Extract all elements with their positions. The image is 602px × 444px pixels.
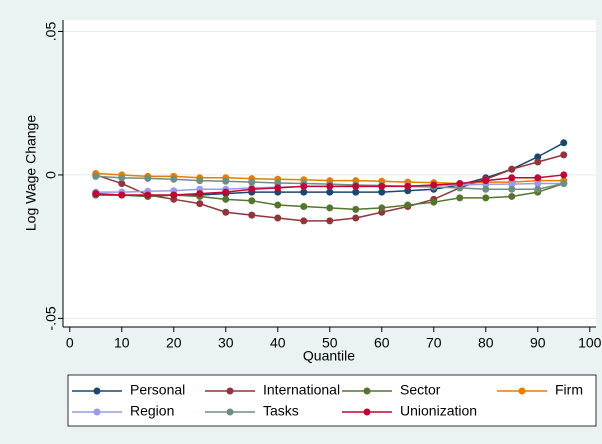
point <box>534 185 542 193</box>
point <box>508 180 516 188</box>
legend-marker <box>363 387 371 395</box>
legend-marker <box>363 408 371 416</box>
point <box>196 190 204 198</box>
x-tick-label: 80 <box>478 335 494 351</box>
x-tick-label: 20 <box>166 335 182 351</box>
point <box>326 204 334 212</box>
point <box>196 200 204 208</box>
legend-label: Unionization <box>400 403 477 419</box>
point <box>326 217 334 225</box>
legend-marker <box>518 387 526 395</box>
point <box>352 182 360 190</box>
legend-marker <box>226 387 234 395</box>
point <box>534 180 542 188</box>
point <box>248 185 256 193</box>
point <box>300 202 308 210</box>
x-tick-label: 100 <box>578 335 602 351</box>
point <box>482 194 490 202</box>
y-tick-label: -.05 <box>43 306 59 330</box>
point <box>378 182 386 190</box>
legend-label: Tasks <box>263 403 299 419</box>
point <box>560 171 568 179</box>
point <box>144 174 152 182</box>
point <box>118 180 126 188</box>
legend-marker <box>226 408 234 416</box>
point <box>404 201 412 209</box>
point <box>560 139 568 147</box>
point <box>534 153 542 161</box>
point <box>326 188 334 196</box>
x-tick-label: 0 <box>66 335 74 351</box>
legend-marker <box>93 387 101 395</box>
point <box>352 214 360 222</box>
point <box>352 188 360 196</box>
point <box>196 177 204 185</box>
point <box>170 191 178 199</box>
point <box>222 195 230 203</box>
point <box>378 188 386 196</box>
point <box>248 197 256 205</box>
point <box>118 191 126 199</box>
x-tick-label: 70 <box>426 335 442 351</box>
x-tick-label: 50 <box>322 335 338 351</box>
point <box>300 188 308 196</box>
point <box>482 177 490 185</box>
point <box>560 180 568 188</box>
x-tick-label: 30 <box>218 335 234 351</box>
y-tick-label: 0 <box>43 171 59 179</box>
point <box>482 185 490 193</box>
point <box>222 208 230 216</box>
point <box>248 178 256 186</box>
point <box>352 205 360 213</box>
point <box>404 182 412 190</box>
legend-label: Region <box>130 403 174 419</box>
point <box>222 177 230 185</box>
point <box>534 174 542 182</box>
point <box>326 182 334 190</box>
legend-box <box>67 374 597 427</box>
point <box>274 179 282 187</box>
point <box>92 190 100 198</box>
point <box>430 198 438 206</box>
point <box>274 201 282 209</box>
x-tick-label: 90 <box>530 335 546 351</box>
point <box>430 181 438 189</box>
point <box>118 174 126 182</box>
legend-label: International <box>263 382 340 398</box>
point <box>534 158 542 166</box>
legend-marker <box>93 408 101 416</box>
x-tick-label: 60 <box>374 335 390 351</box>
y-tick-label: .05 <box>43 22 59 42</box>
x-tick-label: 40 <box>270 335 286 351</box>
point <box>222 188 230 196</box>
point <box>300 217 308 225</box>
point <box>456 180 464 188</box>
point <box>508 185 516 193</box>
point <box>170 175 178 183</box>
point <box>92 172 100 180</box>
point <box>144 191 152 199</box>
point <box>248 211 256 219</box>
point <box>508 174 516 182</box>
point <box>508 165 516 173</box>
point <box>456 194 464 202</box>
point <box>378 204 386 212</box>
point <box>274 184 282 192</box>
point <box>300 182 308 190</box>
legend-label: Firm <box>555 382 583 398</box>
y-axis-title: Log Wage Change <box>23 115 39 231</box>
legend-label: Personal <box>130 382 185 398</box>
legend-label: Sector <box>400 382 441 398</box>
point <box>560 151 568 159</box>
point <box>508 192 516 200</box>
point <box>274 214 282 222</box>
plot-area <box>63 20 596 327</box>
x-axis-title: Quantile <box>303 348 355 364</box>
x-tick-label: 10 <box>114 335 130 351</box>
